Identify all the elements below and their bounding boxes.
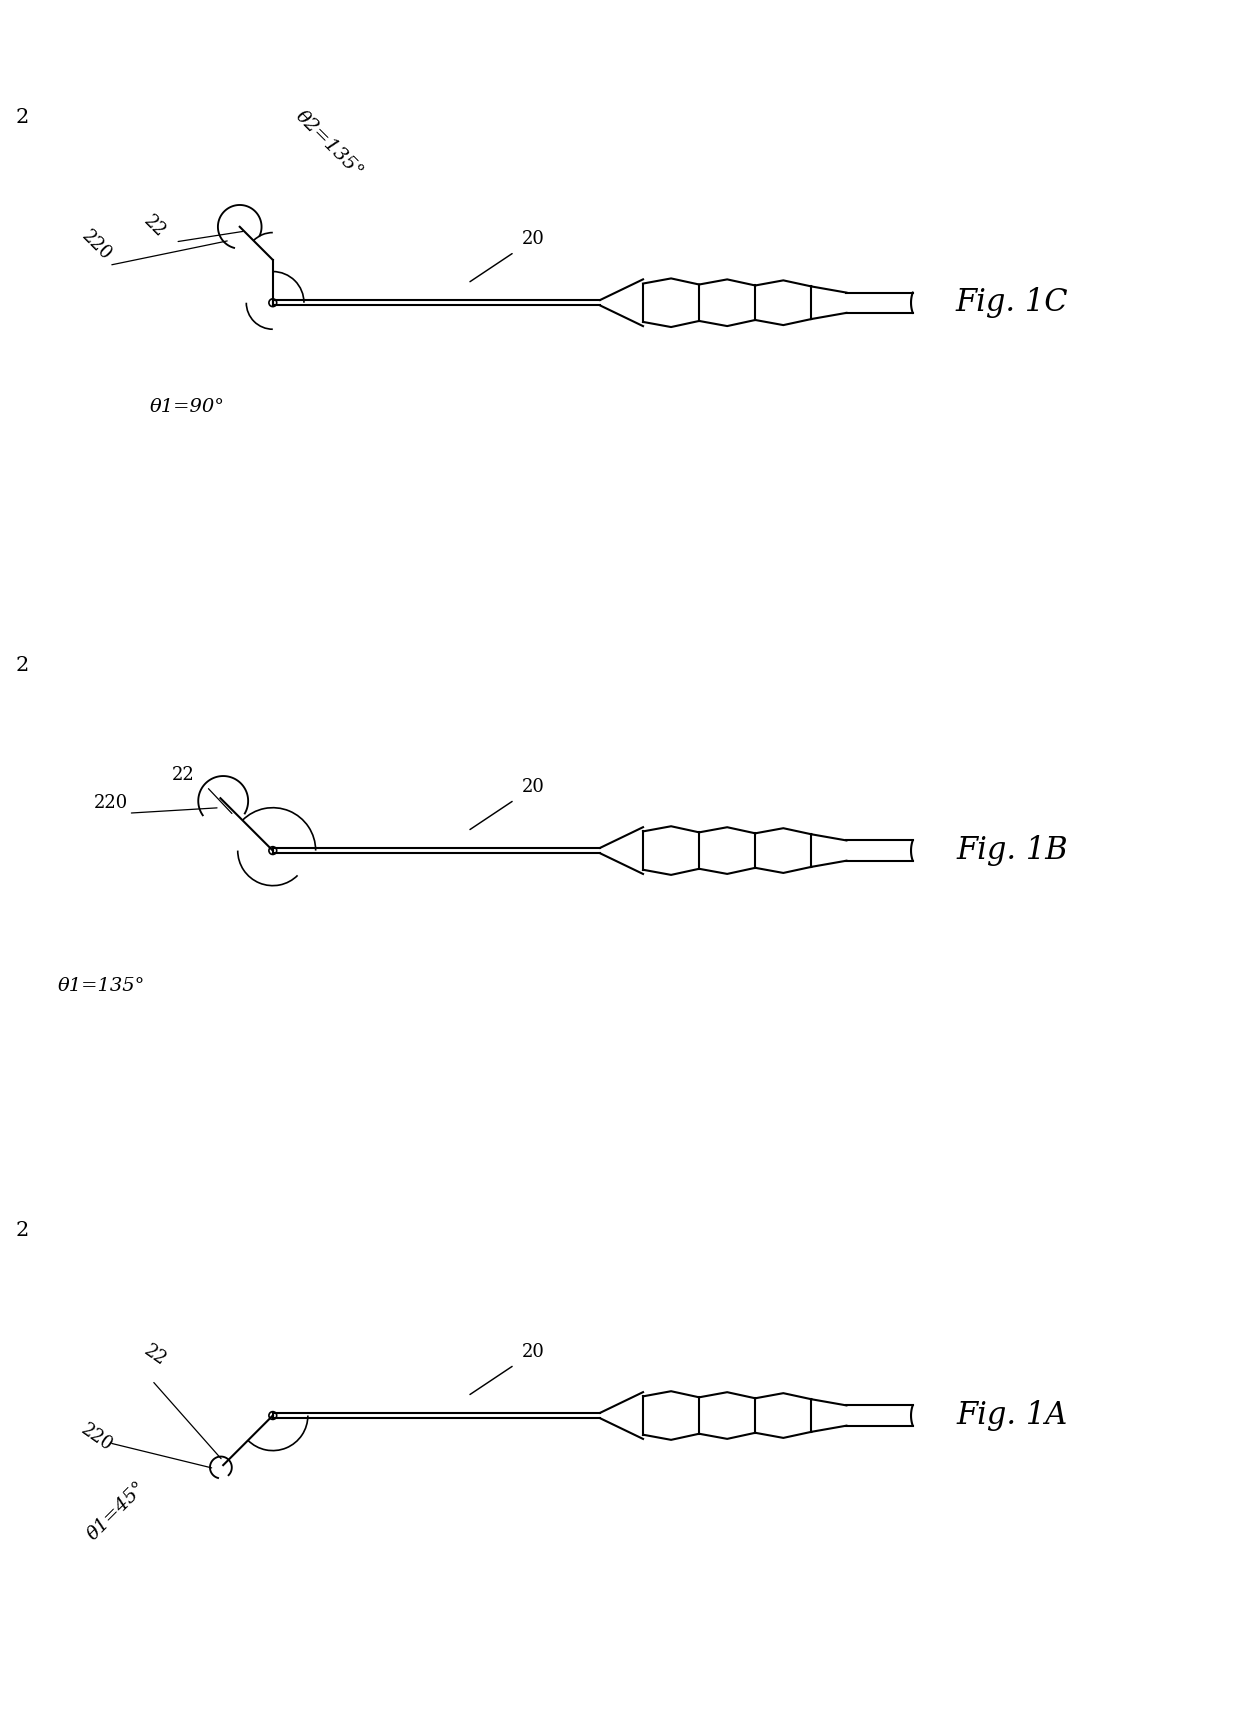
Text: 20: 20 [522, 231, 546, 248]
Text: 20: 20 [522, 1344, 546, 1361]
Text: 22: 22 [140, 1340, 169, 1370]
Text: 20: 20 [522, 779, 546, 796]
Text: θ1=45°: θ1=45° [84, 1479, 150, 1544]
Text: 22: 22 [140, 212, 169, 240]
Text: Fig. 1A: Fig. 1A [956, 1400, 1068, 1431]
Text: θ1=135°: θ1=135° [57, 978, 145, 995]
Text: 2: 2 [16, 656, 29, 675]
Text: θ2=135°: θ2=135° [293, 108, 367, 181]
Text: 2: 2 [16, 108, 29, 127]
Text: Fig. 1B: Fig. 1B [956, 835, 1068, 866]
Text: 220: 220 [78, 228, 115, 264]
Text: 220: 220 [93, 794, 128, 811]
Text: 22: 22 [171, 767, 195, 784]
Text: θ1=90°: θ1=90° [150, 397, 224, 416]
Text: 220: 220 [78, 1421, 117, 1455]
Text: Fig. 1C: Fig. 1C [955, 288, 1068, 318]
Text: 2: 2 [16, 1221, 29, 1239]
